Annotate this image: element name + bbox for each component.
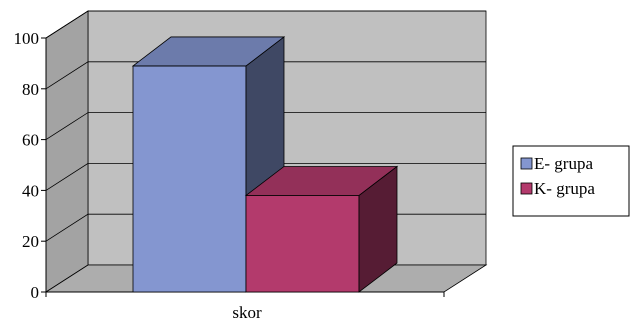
legend-swatch	[520, 182, 533, 195]
y-tick-label: 20	[22, 232, 39, 251]
y-tick-labels: 0 20 40 60 80 100	[14, 29, 40, 302]
gridline	[45, 112, 486, 140]
side-wall	[45, 10, 89, 293]
bar-top	[131, 36, 286, 67]
bar-front	[132, 65, 247, 293]
gridline	[45, 162, 486, 191]
gridline	[45, 61, 486, 90]
bar-top	[244, 166, 399, 196]
y-tick-label: 80	[22, 80, 39, 99]
y-tick-label: 40	[22, 181, 39, 200]
x-category-labels: skor	[232, 303, 262, 322]
legend-label: K- grupa	[534, 179, 595, 198]
legend-swatch	[520, 157, 533, 170]
y-tick-label: 0	[31, 283, 40, 302]
legend-label: E- grupa	[534, 154, 593, 173]
y-tick-label: 100	[14, 29, 40, 48]
bar-k-grupa	[244, 165, 399, 293]
y-tick-label: 60	[22, 131, 39, 150]
bar-front	[245, 195, 360, 293]
x-category-label: skor	[232, 303, 262, 322]
gridlines	[45, 10, 486, 242]
legend: E- grupa K- grupa	[512, 145, 630, 217]
bars	[131, 36, 399, 293]
gridline	[45, 10, 486, 39]
